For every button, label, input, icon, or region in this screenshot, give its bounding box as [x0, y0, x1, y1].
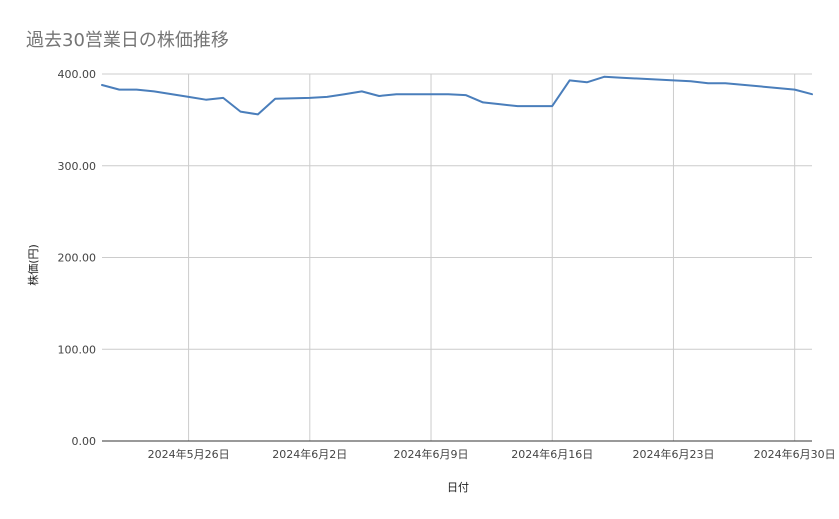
- x-tick-label: 2024年6月23日: [632, 447, 714, 461]
- data-point: [309, 97, 311, 99]
- data-point: [118, 89, 120, 91]
- axes: 0.00 100.00 200.00 300.00 400.00 2024年5月26日 20…: [58, 68, 836, 461]
- data-point: [257, 113, 259, 115]
- data-point: [603, 76, 605, 78]
- x-axis-label: 日付: [447, 481, 469, 494]
- data-point: [707, 82, 709, 84]
- data-point: [672, 79, 674, 81]
- data-point: [517, 105, 519, 107]
- data-point: [551, 105, 553, 107]
- data-point: [343, 93, 345, 95]
- data-point: [395, 93, 397, 95]
- x-tick-label: 2024年6月2日: [272, 447, 347, 461]
- chart-title: 過去30営業日の株価推移: [26, 30, 229, 51]
- data-point: [153, 90, 155, 92]
- y-tick-label: 200.00: [58, 252, 97, 265]
- data-point: [222, 97, 224, 99]
- x-tick-label: 2024年5月26日: [148, 447, 230, 461]
- data-point: [136, 89, 138, 91]
- data-point: [724, 82, 726, 84]
- data-point: [482, 101, 484, 103]
- data-point: [586, 81, 588, 83]
- data-point: [240, 111, 242, 113]
- data-point: [326, 96, 328, 98]
- data-point: [274, 98, 276, 100]
- data-point: [794, 89, 796, 91]
- x-tick-label: 2024年6月9日: [394, 447, 469, 461]
- data-point: [430, 93, 432, 95]
- y-tick-label: 400.00: [58, 68, 97, 81]
- x-tick-label: 2024年6月16日: [511, 447, 593, 461]
- series-layer: [101, 75, 813, 116]
- data-point: [811, 93, 813, 95]
- data-point: [621, 77, 623, 79]
- series-line: [101, 75, 813, 116]
- data-point: [361, 90, 363, 92]
- gridlines: [102, 73, 812, 441]
- data-point: [447, 93, 449, 95]
- y-tick-label: 300.00: [58, 160, 97, 173]
- data-point: [465, 94, 467, 96]
- data-point: [690, 80, 692, 82]
- y-tick-label: 0.00: [72, 435, 97, 448]
- y-tick-label: 100.00: [58, 343, 97, 356]
- x-tick-label: 2024年6月30日: [754, 447, 836, 461]
- data-point: [499, 103, 501, 105]
- data-point: [101, 84, 103, 86]
- data-point: [205, 99, 207, 101]
- data-point: [378, 95, 380, 97]
- data-point: [569, 79, 571, 81]
- data-point: [188, 96, 190, 98]
- y-axis-label: 株価(円): [26, 244, 40, 286]
